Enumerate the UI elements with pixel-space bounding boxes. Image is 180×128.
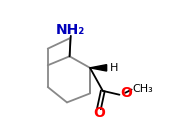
Text: O: O <box>120 86 132 100</box>
Polygon shape <box>90 65 107 71</box>
Text: O: O <box>93 106 105 120</box>
Text: NH₂: NH₂ <box>56 23 86 37</box>
Text: CH₃: CH₃ <box>132 84 153 94</box>
Text: H: H <box>110 63 118 73</box>
